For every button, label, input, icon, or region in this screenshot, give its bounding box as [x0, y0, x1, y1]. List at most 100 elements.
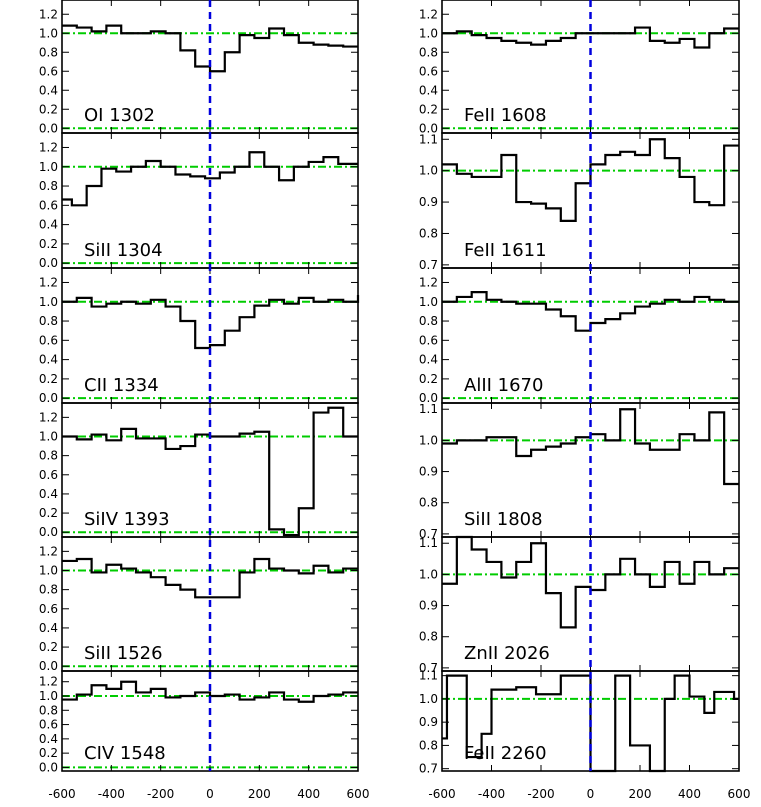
spectrum-line — [62, 151, 358, 207]
x-tick-label: 200 — [248, 787, 271, 801]
panel-label: FeII 1608 — [464, 105, 547, 126]
panel-label: FeII 2260 — [464, 743, 547, 764]
y-tick-label: 1.2 — [419, 7, 438, 21]
y-tick-label: 0.8 — [39, 449, 58, 463]
y-tick-label: 0.6 — [39, 718, 58, 732]
y-tick-label: 0.4 — [39, 218, 58, 232]
panel-znii-2026: 0.7 0.8 0.9 1.0 1.1 ZnII 2026 — [419, 535, 740, 675]
panel-alii-1670: 0.0 0.2 0.4 0.6 0.8 1.0 1.2 AlII 1670 — [419, 267, 740, 405]
y-tick-label: 0.7 — [419, 258, 438, 272]
y-tick-label: 1.0 — [419, 433, 438, 447]
panel-label: SiII 1808 — [464, 509, 543, 530]
panel-siii-1808: 0.7 0.8 0.9 1.0 1.1 SiII 1808 — [419, 402, 740, 541]
panel-feii-1611: 0.7 0.8 0.9 1.0 1.1 FeII 1611 — [419, 132, 740, 272]
y-tick-label: 0.4 — [419, 353, 438, 367]
y-tick-label: 1.1 — [419, 536, 438, 550]
y-tick-label: 1.2 — [39, 275, 58, 289]
panel-oi-1302: 0.0 0.2 0.4 0.6 0.8 1.0 1.2 OI 1302 — [39, 0, 359, 135]
panel-label: SiIV 1393 — [84, 509, 170, 530]
y-tick-label: 1.2 — [39, 675, 58, 689]
y-tick-label: 0.0 — [39, 391, 58, 405]
panel-label: CII 1334 — [84, 375, 159, 396]
y-tick-label: 1.2 — [39, 410, 58, 424]
y-tick-label: 0.0 — [39, 256, 58, 270]
y-tick-label: 0.2 — [39, 102, 58, 116]
y-tick-label: 1.1 — [419, 132, 438, 146]
spectrum-line — [62, 680, 358, 703]
y-tick-label: 0.0 — [419, 391, 438, 405]
y-tick-label: 0.2 — [39, 372, 58, 386]
y-tick-label: 0.4 — [39, 487, 58, 501]
x-tick-label: 0 — [206, 787, 214, 801]
y-tick-label: 0.9 — [419, 465, 438, 479]
y-tick-label: 0.8 — [39, 45, 58, 59]
y-tick-label: 0.8 — [39, 703, 58, 717]
x-tick-label: -600 — [48, 787, 75, 801]
spectrum-line — [442, 408, 739, 486]
y-tick-label: 0.4 — [419, 83, 438, 97]
x-tick-label: 200 — [629, 787, 652, 801]
y-tick-label: 1.0 — [419, 295, 438, 309]
y-tick-label: 0.6 — [39, 333, 58, 347]
y-tick-label: 0.0 — [39, 760, 58, 774]
panel-column-2: 0.0 0.2 0.4 0.6 0.8 1.0 1.2 FeII 1608 0.7 0.8 0.9 1… — [419, 0, 750, 801]
panel-cii-1334: 0.0 0.2 0.4 0.6 0.8 1.0 1.2 CII 1334 — [39, 267, 360, 405]
spectrum-line — [442, 674, 739, 773]
y-tick-label: 0.8 — [419, 630, 438, 644]
y-tick-label: 0.8 — [419, 738, 438, 752]
y-tick-label: 0.8 — [419, 314, 438, 328]
y-tick-label: 0.4 — [39, 732, 58, 746]
y-tick-label: 1.2 — [419, 275, 438, 289]
y-tick-label: 1.1 — [419, 402, 438, 416]
y-tick-label: 0.9 — [419, 599, 438, 613]
panel-civ-1548: 0.00.20.40.60.81.01.2 CIV 1548 — [39, 670, 359, 774]
panel-label: SiII 1526 — [84, 643, 163, 664]
panel-label: ZnII 2026 — [464, 643, 550, 664]
y-tick-label: 0.7 — [419, 762, 438, 776]
y-tick-label: 1.0 — [419, 26, 438, 40]
y-tick-label: 0.8 — [39, 314, 58, 328]
y-tick-label: 0.0 — [419, 121, 438, 135]
y-tick-label: 0.2 — [419, 372, 438, 386]
y-tick-label: 1.0 — [39, 160, 58, 174]
y-tick-label: 1.0 — [419, 164, 438, 178]
panel-siiv-1393: 0.0 0.2 0.4 0.6 0.8 1.0 1.2 SiIV 1393 — [39, 402, 359, 539]
panel-siii-1304: 0.0 0.2 0.4 0.6 0.8 1.0 1.2 SiII 1304 — [39, 132, 359, 270]
panel-label: CIV 1548 — [84, 743, 166, 764]
y-tick-label: 1.0 — [39, 689, 58, 703]
y-tick-label: 1.1 — [419, 669, 438, 683]
y-tick-label: 0.8 — [39, 583, 58, 597]
y-tick-label: 0.6 — [39, 602, 58, 616]
y-tick-label: 0.2 — [39, 746, 58, 760]
x-tick-label: -600 — [428, 787, 455, 801]
y-tick-label: 0.2 — [39, 506, 58, 520]
y-tick-label: 1.2 — [39, 7, 58, 21]
y-tick-label: 0.0 — [39, 659, 58, 673]
y-tick-label: 0.8 — [419, 45, 438, 59]
x-tick-label: 0 — [587, 787, 595, 801]
panel-feii-1608: 0.0 0.2 0.4 0.6 0.8 1.0 1.2 FeII 1608 — [419, 0, 740, 135]
panel-label: SiII 1304 — [84, 240, 163, 261]
y-tick-label: 0.6 — [419, 333, 438, 347]
spectrum-line — [442, 26, 739, 49]
y-tick-label: 0.8 — [419, 496, 438, 510]
spectrum-line — [62, 557, 358, 599]
y-tick-label: 0.2 — [419, 102, 438, 116]
y-tick-label: 0.4 — [39, 621, 58, 635]
y-tick-label: 0.0 — [39, 121, 58, 135]
y-tick-label: 0.9 — [419, 195, 438, 209]
y-tick-label: 0.9 — [419, 715, 438, 729]
x-tick-label: -400 — [98, 787, 125, 801]
y-tick-label: 1.2 — [39, 544, 58, 558]
y-tick-label: 0.4 — [39, 83, 58, 97]
panel-label: AlII 1670 — [464, 375, 543, 396]
y-tick-label: 0.6 — [39, 64, 58, 78]
x-tick-label: -200 — [147, 787, 174, 801]
spectrum-line — [62, 295, 360, 350]
panel-feii-2260: 0.7 0.8 0.9 1.0 1.1 FeII 2260 — [419, 669, 740, 776]
x-tick-label: -400 — [478, 787, 505, 801]
y-tick-label: 0.8 — [419, 226, 438, 240]
y-tick-label: 0.2 — [39, 640, 58, 654]
spectrum-line — [442, 291, 739, 332]
